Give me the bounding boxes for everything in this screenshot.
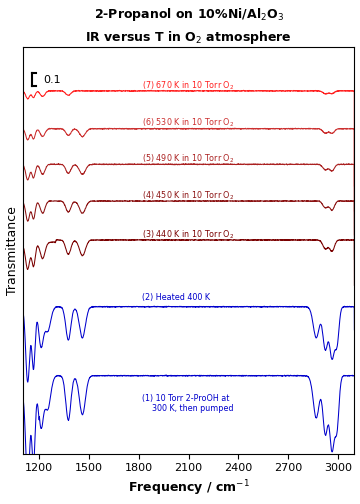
Text: (6) 530 K in 10 Torr O$_2$: (6) 530 K in 10 Torr O$_2$ <box>142 117 234 130</box>
Text: (7) 670 K in 10 Torr O$_2$: (7) 670 K in 10 Torr O$_2$ <box>142 79 234 92</box>
X-axis label: Frequency / cm$^{-1}$: Frequency / cm$^{-1}$ <box>128 479 249 498</box>
Text: 0.1: 0.1 <box>44 75 61 85</box>
Text: (3) 440 K in 10 Torr O$_2$: (3) 440 K in 10 Torr O$_2$ <box>142 228 234 240</box>
Title: 2-Propanol on 10%Ni/Al$_2$O$_3$
IR versus T in O$_2$ atmosphere: 2-Propanol on 10%Ni/Al$_2$O$_3$ IR versu… <box>85 6 292 45</box>
Text: (5) 490 K in 10 Torr O$_2$: (5) 490 K in 10 Torr O$_2$ <box>142 153 234 165</box>
Text: (1) 10 Torr 2-ProOH at
    300 K, then pumped: (1) 10 Torr 2-ProOH at 300 K, then pumpe… <box>142 394 234 413</box>
Text: (2) Heated 400 K: (2) Heated 400 K <box>142 293 210 302</box>
Y-axis label: Transmittance: Transmittance <box>5 206 19 295</box>
Text: (4) 450 K in 10 Torr O$_2$: (4) 450 K in 10 Torr O$_2$ <box>142 189 234 202</box>
